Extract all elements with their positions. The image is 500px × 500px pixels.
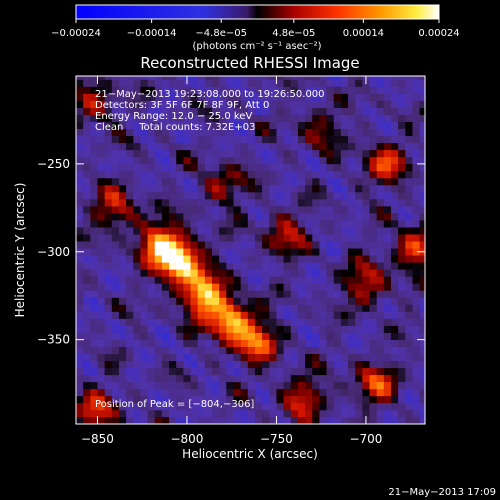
plot-frame bbox=[75, 75, 426, 425]
y-tick-label: −350 bbox=[37, 333, 70, 347]
info-annotations: 21−May−2013 19:23:08.000 to 19:26:50.000… bbox=[95, 89, 325, 133]
y-axis-label: Heliocentric Y (arcsec) bbox=[13, 183, 27, 318]
y-tick-label: −250 bbox=[37, 157, 70, 171]
colorbar-tick-label: 0.00014 bbox=[343, 28, 384, 39]
colorbar bbox=[75, 4, 440, 20]
colorbar-tick-label: −0.00024 bbox=[51, 28, 101, 39]
footer-timestamp: 21−May−2013 17:09 bbox=[388, 487, 496, 498]
x-tick-label: −850 bbox=[81, 432, 114, 446]
x-tick-label: −750 bbox=[260, 432, 293, 446]
y-tick-label: −300 bbox=[37, 245, 70, 259]
heatmap-image bbox=[76, 76, 425, 424]
colorbar-tick-label: −4.8e−05 bbox=[195, 28, 247, 39]
annotation-energy: Energy Range: 12.0 − 25.0 keV bbox=[95, 111, 252, 122]
annotation-detectors: Detectors: 3F 5F 6F 7F 8F 9F, Att 0 bbox=[95, 100, 269, 111]
peak-position-label: Position of Peak = [−804,−306] bbox=[95, 399, 254, 410]
x-axis-label: Heliocentric X (arcsec) bbox=[182, 447, 318, 461]
chart-title: Reconstructed RHESSI Image bbox=[140, 54, 359, 72]
colorbar-units: (photons cm⁻² s⁻¹ asec⁻²) bbox=[192, 41, 321, 52]
colorbar-ticks: −0.00024 −0.00014 −4.8e−05 4.8e−05 0.00014 0.… bbox=[51, 19, 460, 39]
axis-ticks: −850 −800 −750 −700 −250 −300 −350 bbox=[37, 76, 425, 446]
colorbar-tick-label: 0.00024 bbox=[418, 28, 459, 39]
annotation-counts: Clean Total counts: 7.32E+03 bbox=[95, 122, 255, 133]
colorbar-tick-label: −0.00014 bbox=[127, 28, 177, 39]
colorbar-tick-label: 4.8e−05 bbox=[272, 28, 315, 39]
x-tick-label: −700 bbox=[349, 432, 382, 446]
x-tick-label: −800 bbox=[170, 432, 203, 446]
annotation-time: 21−May−2013 19:23:08.000 to 19:26:50.000 bbox=[95, 89, 325, 100]
